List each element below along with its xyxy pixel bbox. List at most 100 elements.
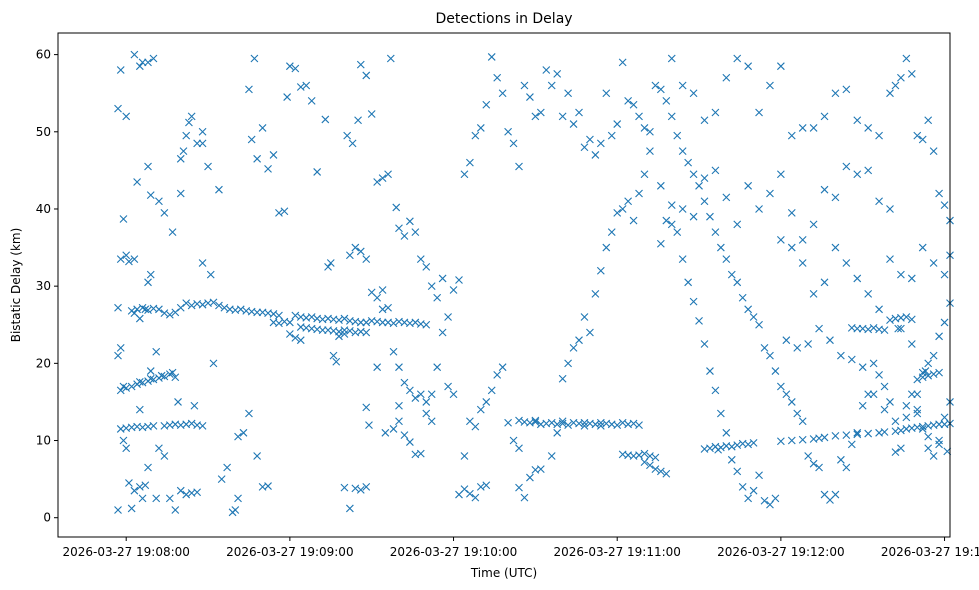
detection-point bbox=[171, 373, 180, 382]
detection-point bbox=[744, 494, 753, 503]
detection-point bbox=[771, 367, 780, 375]
detection-point bbox=[157, 371, 166, 380]
x-tick-label: 2026-03-27 19:10:00 bbox=[390, 545, 517, 559]
detection-point bbox=[223, 463, 232, 472]
detection-point bbox=[329, 351, 338, 360]
detection-point bbox=[755, 108, 763, 117]
detection-point bbox=[613, 208, 622, 217]
detection-point bbox=[766, 81, 774, 90]
detection-point bbox=[215, 301, 223, 310]
detection-point bbox=[122, 444, 131, 453]
detection-point bbox=[482, 398, 491, 406]
detection-point bbox=[155, 197, 163, 206]
detection-point bbox=[356, 486, 365, 494]
detection-point bbox=[700, 174, 709, 182]
detection-point bbox=[755, 320, 763, 329]
detection-point bbox=[776, 382, 785, 391]
detection-point bbox=[348, 139, 357, 148]
detection-point bbox=[798, 235, 807, 244]
detection-point bbox=[831, 243, 840, 252]
detection-point bbox=[678, 147, 687, 155]
detection-point bbox=[880, 326, 889, 335]
detection-point bbox=[580, 313, 589, 321]
detection-point bbox=[362, 328, 371, 337]
detection-point bbox=[269, 310, 278, 318]
x-tick-label: 2026-03-27 19:09:00 bbox=[226, 545, 353, 559]
detection-point bbox=[673, 228, 682, 237]
detection-point bbox=[864, 166, 873, 175]
detection-point bbox=[362, 482, 371, 491]
detection-point bbox=[130, 255, 139, 264]
detection-point bbox=[935, 420, 943, 429]
detection-point bbox=[575, 108, 583, 117]
detection-point bbox=[755, 471, 763, 480]
detection-point bbox=[907, 70, 916, 78]
detection-point bbox=[253, 308, 262, 317]
detection-point bbox=[258, 124, 267, 132]
detection-point bbox=[198, 421, 207, 430]
detection-point bbox=[651, 81, 660, 90]
detection-point bbox=[727, 270, 736, 279]
detection-point bbox=[198, 259, 207, 267]
detection-point bbox=[144, 463, 152, 472]
detection-point bbox=[190, 401, 199, 410]
x-axis-ticks: 2026-03-27 19:08:00 2026-03-27 19:09:00 20… bbox=[62, 537, 979, 559]
detection-point bbox=[122, 112, 131, 121]
detection-point bbox=[580, 143, 589, 152]
detection-point bbox=[250, 54, 259, 63]
detection-point bbox=[471, 422, 480, 431]
detection-point bbox=[902, 401, 911, 410]
detection-point bbox=[820, 278, 829, 287]
detection-point bbox=[335, 332, 343, 341]
detection-point bbox=[918, 368, 927, 377]
detection-point bbox=[886, 255, 894, 264]
detection-point bbox=[782, 336, 791, 345]
detection-point bbox=[395, 417, 403, 426]
detection-point bbox=[476, 482, 485, 491]
detection-point bbox=[176, 303, 185, 312]
detection-point bbox=[498, 363, 507, 372]
detection-point bbox=[130, 486, 139, 495]
detection-point bbox=[127, 382, 136, 391]
detection-point bbox=[422, 409, 431, 418]
detection-point bbox=[179, 147, 188, 155]
detection-point bbox=[929, 452, 938, 460]
detection-point bbox=[340, 314, 349, 323]
detection-point bbox=[160, 452, 169, 460]
detection-point bbox=[471, 131, 480, 140]
y-tick-label: 50 bbox=[36, 125, 51, 139]
detection-point bbox=[114, 303, 122, 312]
detection-point bbox=[193, 139, 202, 148]
detection-point bbox=[853, 274, 862, 283]
detection-point bbox=[373, 178, 382, 186]
detection-point bbox=[929, 351, 938, 360]
detection-point bbox=[119, 215, 128, 223]
detection-point bbox=[776, 170, 785, 179]
detection-point bbox=[662, 97, 671, 105]
detection-point bbox=[427, 390, 436, 399]
detection-point bbox=[144, 278, 152, 287]
detection-point bbox=[144, 58, 152, 67]
detection-point bbox=[897, 324, 905, 333]
detection-point bbox=[135, 377, 144, 386]
detection-point bbox=[389, 425, 398, 433]
detection-point bbox=[875, 305, 883, 314]
detection-point bbox=[842, 463, 851, 472]
y-tick-label: 30 bbox=[36, 279, 51, 293]
detection-point bbox=[564, 89, 572, 98]
detection-point bbox=[940, 201, 949, 210]
detection-point bbox=[727, 455, 736, 464]
detection-point bbox=[656, 467, 665, 476]
detection-point bbox=[466, 489, 474, 498]
detection-point bbox=[776, 437, 785, 446]
detection-point bbox=[902, 313, 911, 321]
detection-point bbox=[471, 493, 480, 502]
detection-point bbox=[602, 89, 611, 98]
detection-point bbox=[438, 274, 447, 283]
detection-point bbox=[635, 421, 643, 429]
detection-point bbox=[185, 118, 193, 127]
detection-point bbox=[116, 344, 125, 352]
detection-point bbox=[285, 318, 294, 327]
detection-point bbox=[547, 452, 556, 460]
